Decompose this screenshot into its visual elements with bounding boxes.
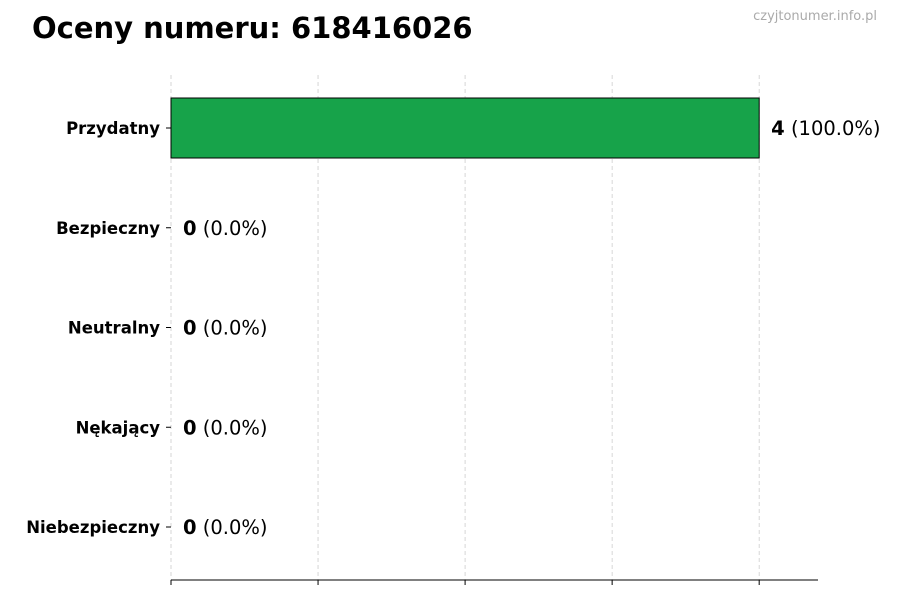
- value-label: 4: [771, 117, 785, 140]
- percent-label: (100.0%): [785, 117, 881, 140]
- watermark: czyjtonumer.info.pl: [753, 9, 877, 24]
- category-label: Niebezpieczny: [26, 518, 160, 537]
- category-label: Neutralny: [68, 319, 160, 338]
- value-label: 0: [183, 516, 197, 539]
- percent-label: (0.0%): [197, 317, 268, 340]
- bar: [170, 97, 760, 159]
- data-label: 0 (0.0%): [183, 416, 268, 439]
- percent-label: (0.0%): [197, 516, 268, 539]
- data-label: 0 (0.0%): [183, 516, 268, 539]
- data-label: 0 (0.0%): [183, 217, 268, 240]
- category-label: Nękający: [76, 418, 161, 437]
- category-label: Bezpieczny: [56, 219, 160, 238]
- value-label: 0: [183, 217, 197, 240]
- data-label: 0 (0.0%): [183, 317, 268, 340]
- chart-title: Oceny numeru: 618416026: [32, 11, 473, 45]
- category-label: Przydatny: [66, 119, 160, 138]
- value-label: 0: [183, 317, 197, 340]
- data-label: 4 (100.0%): [771, 117, 880, 140]
- value-label: 0: [183, 416, 197, 439]
- percent-label: (0.0%): [197, 416, 268, 439]
- percent-label: (0.0%): [197, 217, 268, 240]
